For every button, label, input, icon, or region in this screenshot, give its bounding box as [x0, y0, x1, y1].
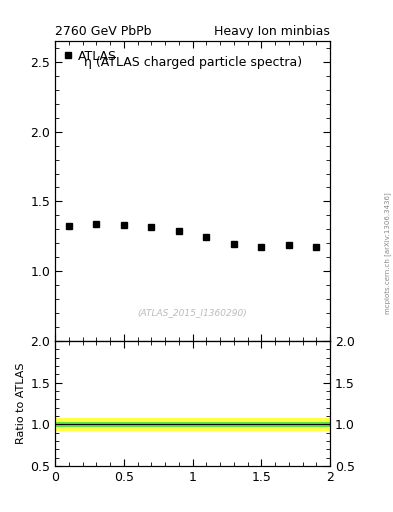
ATLAS	[259, 244, 264, 250]
ATLAS	[176, 228, 181, 234]
ATLAS	[149, 223, 154, 229]
Text: 2760 GeV PbPb: 2760 GeV PbPb	[55, 26, 152, 38]
ATLAS	[121, 222, 126, 228]
Line: ATLAS: ATLAS	[66, 222, 319, 250]
Text: Heavy Ion minbias: Heavy Ion minbias	[214, 26, 330, 38]
Text: mcplots.cern.ch [arXiv:1306.3436]: mcplots.cern.ch [arXiv:1306.3436]	[384, 193, 391, 314]
Text: η (ATLAS charged particle spectra): η (ATLAS charged particle spectra)	[83, 56, 302, 69]
ATLAS	[204, 234, 209, 240]
ATLAS	[94, 221, 99, 227]
ATLAS	[314, 244, 319, 250]
Legend: ATLAS: ATLAS	[61, 47, 119, 65]
ATLAS	[66, 223, 71, 229]
Y-axis label: Ratio to ATLAS: Ratio to ATLAS	[16, 362, 26, 444]
ATLAS	[286, 242, 291, 248]
ATLAS	[231, 241, 236, 247]
Text: (ATLAS_2015_I1360290): (ATLAS_2015_I1360290)	[138, 308, 248, 317]
